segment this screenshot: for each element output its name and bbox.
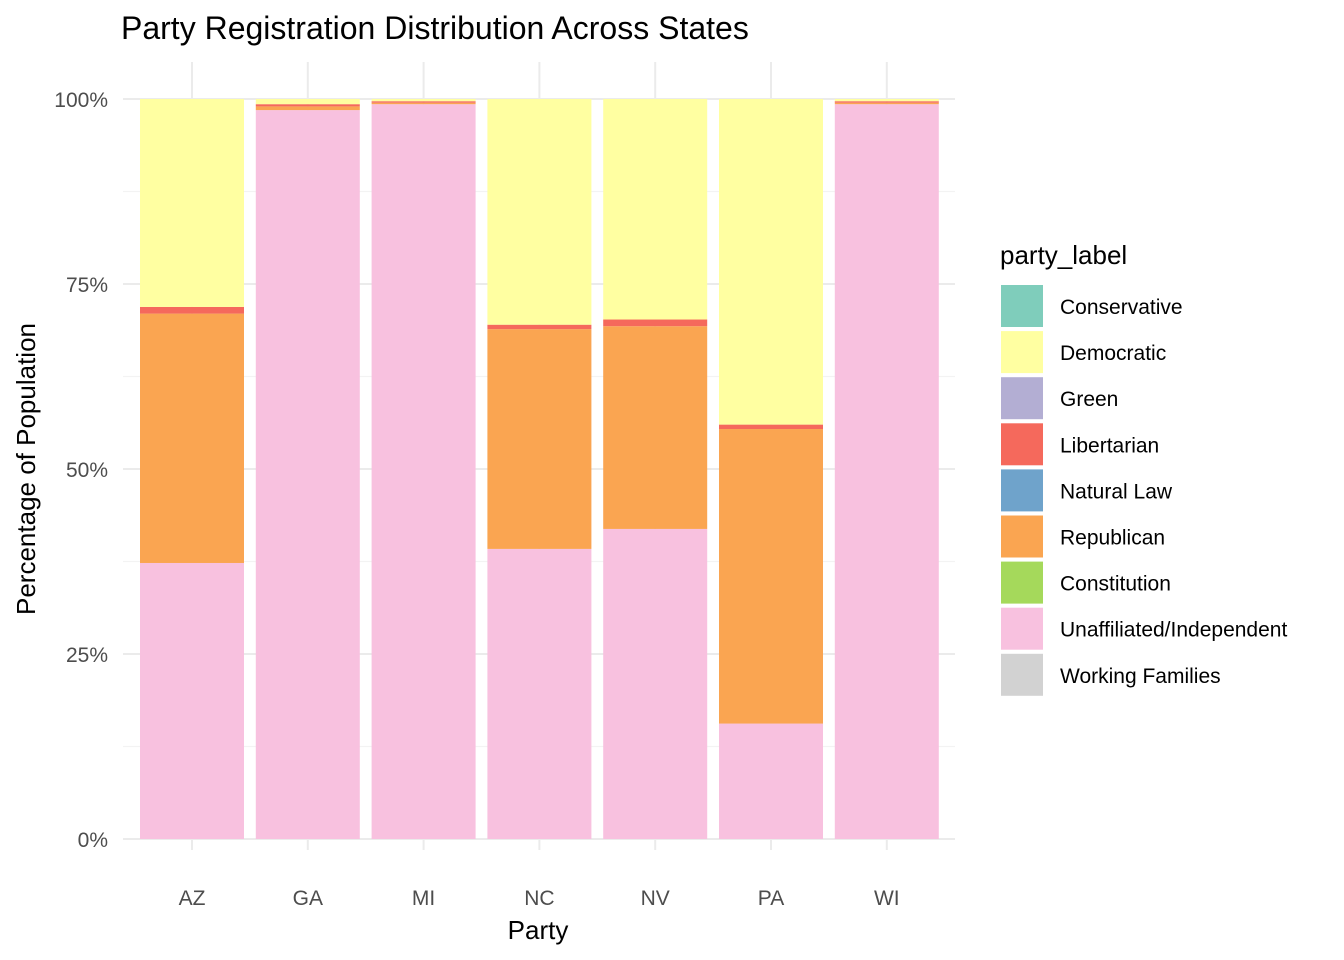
legend-key (1001, 515, 1043, 558)
legend-key (1001, 423, 1043, 466)
legend: Conservative Democratic Green Libertarian Na… (1001, 285, 1287, 696)
legend-label: Libertarian (1060, 434, 1159, 457)
y-tick-label: 75% (66, 274, 108, 297)
bar-ga-democratic (255, 99, 360, 105)
x-tick-label: GA (293, 887, 323, 910)
x-tick-label: WI (874, 887, 900, 910)
legend-label: Unaffiliated/Independent (1060, 619, 1287, 642)
bar-az-republican (140, 313, 244, 563)
bar-nc-unaffiliated-independent (487, 548, 592, 839)
y-axis: 0% 25% 50% 75% 100% (54, 89, 108, 852)
bar-mi-republican (371, 102, 476, 105)
bar-wi-unaffiliated-independent (834, 104, 939, 840)
legend-label: Natural Law (1060, 480, 1173, 503)
y-axis-title: Percentage of Population (11, 323, 41, 615)
bar-az-democratic (140, 99, 244, 307)
x-tick-label: AZ (179, 887, 206, 910)
legend-key (1001, 607, 1043, 650)
bar-nv-republican (603, 326, 708, 529)
legend-label: Conservative (1060, 296, 1183, 319)
legend-label: Green (1060, 388, 1118, 411)
bar-wi-republican (834, 102, 939, 105)
legend-label: Democratic (1060, 342, 1166, 365)
legend-key (1001, 285, 1043, 327)
y-tick-label: 100% (54, 89, 108, 112)
bar-az-libertarian (140, 306, 244, 314)
bar-ga-republican (255, 106, 360, 111)
legend-label: Constitution (1060, 573, 1171, 596)
x-tick-label: PA (758, 887, 784, 910)
x-tick-label: NV (641, 887, 670, 910)
bar-ga-libertarian (255, 104, 360, 107)
bar-az-unaffiliated-independent (140, 562, 244, 839)
x-tick-label: NC (524, 887, 554, 910)
bar-nc-republican (487, 329, 592, 549)
bar-pa-libertarian (719, 424, 823, 430)
x-axis: AZ GA MI NC NV PA WI (179, 887, 900, 910)
bar-pa-democratic (719, 99, 823, 425)
bars (140, 99, 939, 840)
bar-nv-unaffiliated-independent (603, 528, 708, 839)
bar-mi-democratic (371, 99, 476, 102)
bar-nv-democratic (603, 99, 708, 320)
legend-key (1001, 561, 1043, 604)
bar-wi-democratic (834, 99, 939, 102)
y-tick-label: 25% (66, 644, 108, 667)
bar-pa-unaffiliated-independent (719, 723, 823, 839)
bar-pa-republican (719, 429, 823, 724)
chart-title: Party Registration Distribution Across S… (121, 10, 749, 46)
bar-wi-libertarian (834, 101, 939, 103)
bar-mi-libertarian (371, 101, 476, 103)
legend-key (1001, 331, 1043, 374)
legend-label: Republican (1060, 527, 1165, 550)
bar-nc-libertarian (487, 324, 592, 330)
x-axis-title: Party (508, 915, 569, 945)
y-tick-label: 0% (78, 829, 108, 852)
legend-label: Working Families (1060, 665, 1221, 688)
bar-nc-democratic (487, 99, 592, 325)
y-tick-label: 50% (66, 459, 108, 482)
x-tick-label: MI (412, 887, 435, 910)
legend-key (1001, 469, 1043, 512)
legend-key (1001, 377, 1043, 420)
bar-mi-unaffiliated-independent (371, 104, 476, 840)
legend-key (1001, 653, 1043, 696)
bar-nv-libertarian (603, 319, 708, 327)
bar-ga-unaffiliated-independent (255, 110, 360, 840)
legend-title: party_label (1000, 240, 1127, 270)
